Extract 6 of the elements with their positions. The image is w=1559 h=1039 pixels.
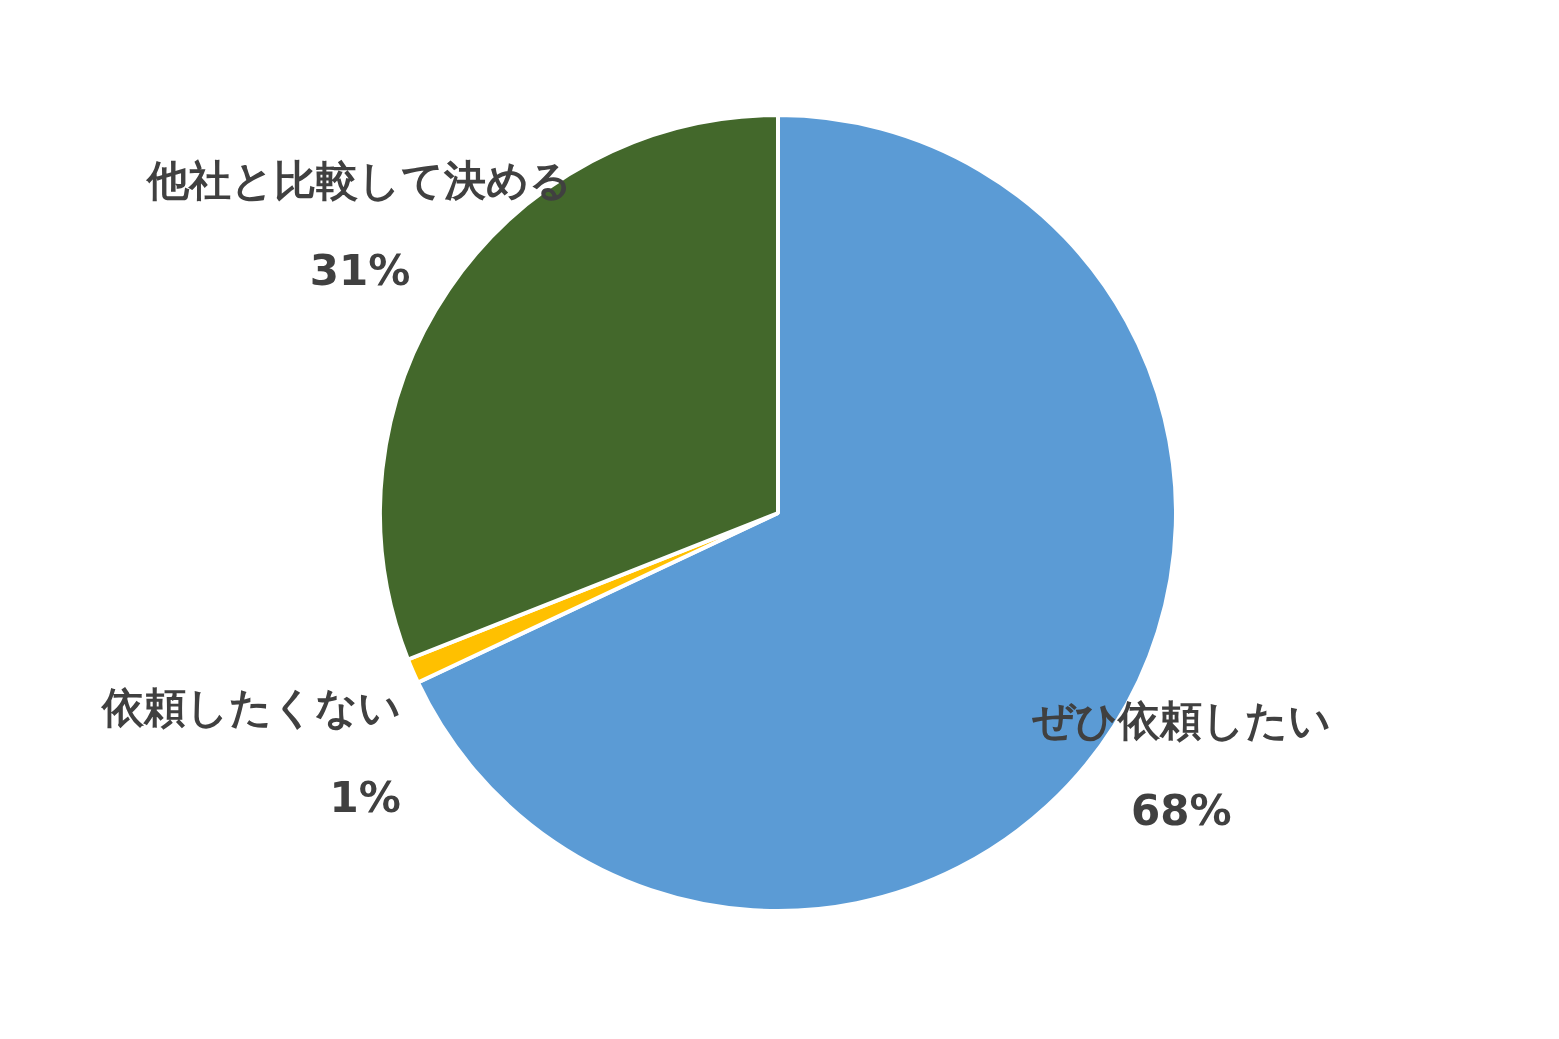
slice-label: 他社と比較して決める <box>145 155 573 205</box>
data-label: 31% <box>309 245 411 295</box>
slice-label: 依頼したくない <box>99 682 401 732</box>
data-label: 68% <box>1130 785 1232 835</box>
data-label: 1% <box>329 772 401 822</box>
slice-label: ぜひ依頼したい <box>1031 695 1331 745</box>
